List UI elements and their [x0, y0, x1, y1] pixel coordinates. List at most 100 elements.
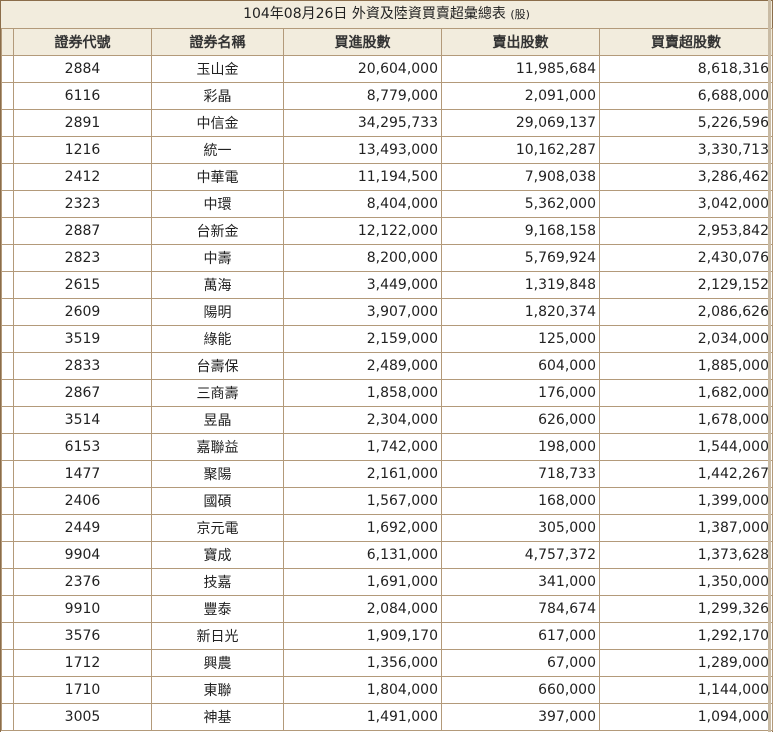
- vertical-scrollbar[interactable]: [768, 0, 771, 732]
- table-row: 2833 台壽保 2,489,000 604,000 1,885,000: [1, 352, 773, 380]
- row-gutter: [1, 676, 14, 704]
- security-code-cell: 2887: [13, 217, 152, 245]
- buy-shares-cell: 34,295,733: [283, 109, 442, 137]
- buy-shares-cell: 2,304,000: [283, 406, 442, 434]
- table-row: 1477 聚陽 2,161,000 718,733 1,442,267: [1, 460, 773, 488]
- table-body: 2884 玉山金 20,604,000 11,985,684 8,618,316 6116…: [1, 55, 773, 731]
- sell-shares-cell: 198,000: [441, 433, 600, 461]
- row-gutter: [1, 487, 14, 515]
- net-shares-cell: 1,094,000: [599, 703, 773, 731]
- table-row: 1710 東聯 1,804,000 660,000 1,144,000: [1, 676, 773, 704]
- buy-shares-cell: 8,404,000: [283, 190, 442, 218]
- buy-shares-cell: 2,161,000: [283, 460, 442, 488]
- net-shares-cell: 1,678,000: [599, 406, 773, 434]
- table-row: 1712 興農 1,356,000 67,000 1,289,000: [1, 649, 773, 677]
- security-code-cell: 2376: [13, 568, 152, 596]
- foreign-investor-table: 證券代號 證券名稱 買進股數 賣出股數 買賣超股數 2884 玉山金 20,604,…: [1, 28, 773, 731]
- security-code-cell: 3005: [13, 703, 152, 731]
- header-gutter: [1, 28, 14, 56]
- buy-shares-cell: 20,604,000: [283, 55, 442, 83]
- buy-shares-cell: 3,449,000: [283, 271, 442, 299]
- security-code-cell: 9904: [13, 541, 152, 569]
- security-code-cell: 2823: [13, 244, 152, 272]
- table-header-row: 證券代號 證券名稱 買進股數 賣出股數 買賣超股數: [1, 28, 773, 56]
- net-shares-cell: 1,399,000: [599, 487, 773, 515]
- sell-shares-cell: 7,908,038: [441, 163, 600, 191]
- security-name-cell: 昱晶: [151, 406, 284, 434]
- table-row: 2615 萬海 3,449,000 1,319,848 2,129,152: [1, 271, 773, 299]
- sell-shares-cell: 9,168,158: [441, 217, 600, 245]
- security-name-cell: 綠能: [151, 325, 284, 353]
- sell-shares-cell: 4,757,372: [441, 541, 600, 569]
- net-shares-cell: 3,042,000: [599, 190, 773, 218]
- sell-shares-cell: 11,985,684: [441, 55, 600, 83]
- security-name-cell: 玉山金: [151, 55, 284, 83]
- security-name-cell: 技嘉: [151, 568, 284, 596]
- net-shares-cell: 1,373,628: [599, 541, 773, 569]
- security-name-cell: 彩晶: [151, 82, 284, 110]
- header-net-shares: 買賣超股數: [599, 28, 773, 56]
- security-name-cell: 中環: [151, 190, 284, 218]
- security-name-cell: 國碩: [151, 487, 284, 515]
- buy-shares-cell: 3,907,000: [283, 298, 442, 326]
- table-row: 9904 寶成 6,131,000 4,757,372 1,373,628: [1, 541, 773, 569]
- sell-shares-cell: 5,769,924: [441, 244, 600, 272]
- header-security-name: 證券名稱: [151, 28, 284, 56]
- row-gutter: [1, 109, 14, 137]
- sell-shares-cell: 176,000: [441, 379, 600, 407]
- header-sell-shares: 賣出股數: [441, 28, 600, 56]
- row-gutter: [1, 649, 14, 677]
- net-shares-cell: 3,330,713: [599, 136, 773, 164]
- table-row: 2609 陽明 3,907,000 1,820,374 2,086,626: [1, 298, 773, 326]
- buy-shares-cell: 1,692,000: [283, 514, 442, 542]
- sell-shares-cell: 10,162,287: [441, 136, 600, 164]
- net-shares-cell: 2,129,152: [599, 271, 773, 299]
- security-code-cell: 6153: [13, 433, 152, 461]
- security-name-cell: 中壽: [151, 244, 284, 272]
- net-shares-cell: 1,289,000: [599, 649, 773, 677]
- security-code-cell: 2867: [13, 379, 152, 407]
- sell-shares-cell: 5,362,000: [441, 190, 600, 218]
- sell-shares-cell: 397,000: [441, 703, 600, 731]
- security-code-cell: 2884: [13, 55, 152, 83]
- row-gutter: [1, 352, 14, 380]
- net-shares-cell: 1,292,170: [599, 622, 773, 650]
- row-gutter: [1, 379, 14, 407]
- sell-shares-cell: 2,091,000: [441, 82, 600, 110]
- security-code-cell: 9910: [13, 595, 152, 623]
- table-row: 1216 統一 13,493,000 10,162,287 3,330,713: [1, 136, 773, 164]
- buy-shares-cell: 1,858,000: [283, 379, 442, 407]
- security-name-cell: 聚陽: [151, 460, 284, 488]
- row-gutter: [1, 460, 14, 488]
- sell-shares-cell: 617,000: [441, 622, 600, 650]
- row-gutter: [1, 541, 14, 569]
- security-name-cell: 陽明: [151, 298, 284, 326]
- table-row: 2867 三商壽 1,858,000 176,000 1,682,000: [1, 379, 773, 407]
- buy-shares-cell: 11,194,500: [283, 163, 442, 191]
- security-code-cell: 2833: [13, 352, 152, 380]
- net-shares-cell: 8,618,316: [599, 55, 773, 83]
- security-code-cell: 3576: [13, 622, 152, 650]
- security-code-cell: 2449: [13, 514, 152, 542]
- net-shares-cell: 1,299,326: [599, 595, 773, 623]
- row-gutter: [1, 595, 14, 623]
- row-gutter: [1, 622, 14, 650]
- net-shares-cell: 1,350,000: [599, 568, 773, 596]
- row-gutter: [1, 55, 14, 83]
- buy-shares-cell: 8,200,000: [283, 244, 442, 272]
- sell-shares-cell: 341,000: [441, 568, 600, 596]
- row-gutter: [1, 244, 14, 272]
- table-row: 2887 台新金 12,122,000 9,168,158 2,953,842: [1, 217, 773, 245]
- table-row: 2449 京元電 1,692,000 305,000 1,387,000: [1, 514, 773, 542]
- security-name-cell: 中華電: [151, 163, 284, 191]
- sell-shares-cell: 784,674: [441, 595, 600, 623]
- security-name-cell: 新日光: [151, 622, 284, 650]
- table-row: 9910 豐泰 2,084,000 784,674 1,299,326: [1, 595, 773, 623]
- net-shares-cell: 1,544,000: [599, 433, 773, 461]
- security-code-cell: 2406: [13, 487, 152, 515]
- table-row: 3519 綠能 2,159,000 125,000 2,034,000: [1, 325, 773, 353]
- row-gutter: [1, 703, 14, 731]
- table-row: 6116 彩晶 8,779,000 2,091,000 6,688,000: [1, 82, 773, 110]
- buy-shares-cell: 1,691,000: [283, 568, 442, 596]
